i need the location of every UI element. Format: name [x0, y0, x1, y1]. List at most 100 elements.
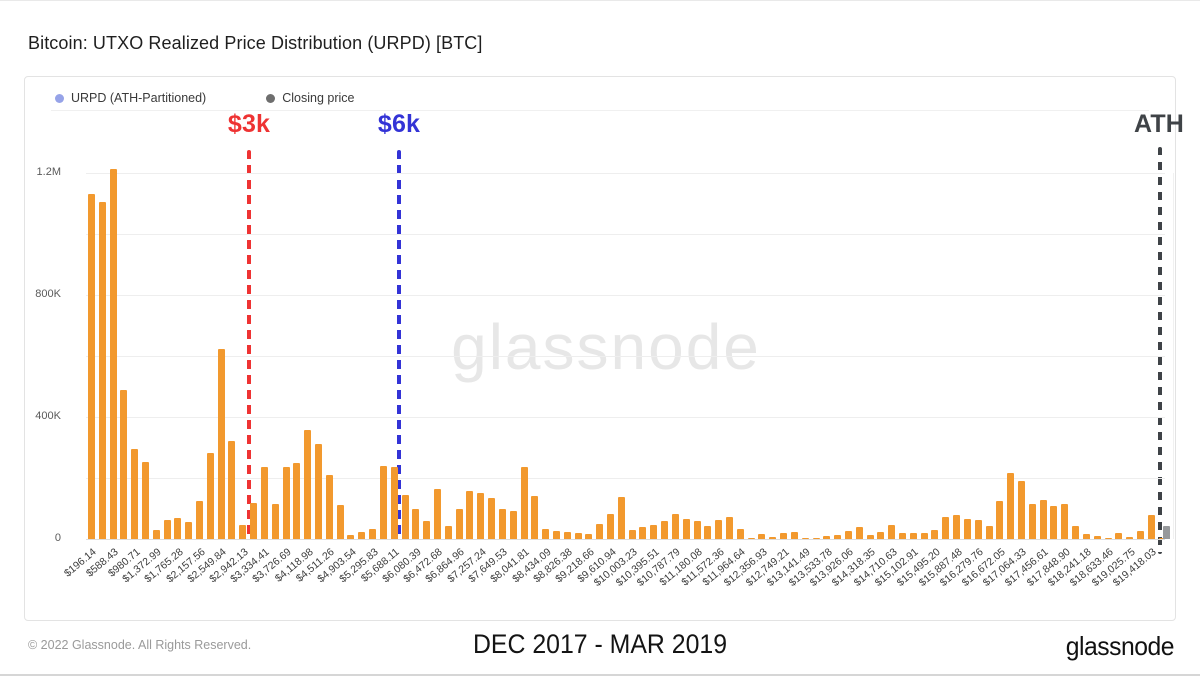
urpd-bar: [1007, 472, 1015, 539]
urpd-bar: [390, 467, 398, 539]
urpd-bar: [423, 521, 431, 539]
urpd-bar: [1050, 506, 1058, 539]
urpd-bar: [1072, 526, 1080, 539]
urpd-bar: [455, 509, 463, 539]
chart-card: URPD (ATH-Partitioned) Closing price gla…: [24, 76, 1184, 621]
glassnode-logo: glassnode: [1065, 631, 1175, 661]
urpd-bar: [206, 452, 214, 539]
urpd-bar: [1028, 503, 1036, 539]
3k-marker-line: [247, 150, 251, 539]
urpd-bar: [358, 531, 366, 539]
urpd-bar: [336, 504, 344, 539]
urpd-bar: [790, 531, 798, 539]
legend: URPD (ATH-Partitioned) Closing price: [55, 91, 354, 105]
urpd-bar: [736, 528, 744, 539]
legend-item-closing-price[interactable]: Closing price: [266, 91, 354, 105]
urpd-bar: [1061, 503, 1069, 539]
urpd-bar: [693, 521, 701, 539]
urpd-bar: [628, 530, 636, 539]
page-title: Bitcoin: UTXO Realized Price Distributio…: [28, 33, 483, 53]
urpd-bar: [498, 509, 506, 539]
urpd-bar: [347, 535, 355, 539]
urpd-bar: [163, 520, 171, 539]
urpd-bar: [607, 513, 615, 539]
urpd-bar: [1017, 481, 1025, 539]
urpd-bar: [1104, 538, 1112, 539]
urpd-bar: [239, 525, 247, 539]
legend-item-urpd[interactable]: URPD (ATH-Partitioned): [55, 91, 206, 105]
footer-copyright: © 2022 Glassnode. All Rights Reserved.: [28, 638, 252, 652]
urpd-bar: [661, 521, 669, 539]
urpd-bar: [98, 201, 106, 539]
urpd-bar: [920, 532, 928, 539]
urpd-bar: [574, 532, 582, 539]
urpd-bar: [758, 533, 766, 539]
plot-area: glassnode $3k $6k ATH 0 400K 800K 1.2M $196.…: [25, 77, 1184, 620]
urpd-bar: [444, 526, 452, 539]
urpd-bar: [1082, 533, 1090, 539]
urpd-bar: [131, 448, 139, 539]
urpd-bar: [1115, 532, 1123, 539]
urpd-bar: [1158, 538, 1166, 539]
urpd-bar: [542, 528, 550, 539]
legend-label-urpd: URPD (ATH-Partitioned): [71, 91, 207, 105]
urpd-bar: [585, 533, 593, 539]
urpd-bar: [217, 349, 225, 539]
urpd-bar: [877, 531, 885, 539]
urpd-bar: [596, 523, 604, 539]
gridline: [86, 173, 1165, 174]
urpd-bar: [725, 517, 733, 539]
urpd-bar: [250, 503, 258, 539]
6k-marker-line: [397, 150, 401, 539]
urpd-bar: [379, 466, 387, 539]
watermark: glassnode: [451, 311, 761, 383]
plot-right-border: [1173, 173, 1174, 539]
urpd-bar: [1126, 536, 1134, 539]
urpd-bar: [844, 531, 852, 539]
urpd-bar: [650, 525, 658, 539]
urpd-bar: [985, 525, 993, 539]
gridline: [86, 356, 1165, 357]
urpd-bar: [315, 444, 322, 539]
urpd-bar: [801, 537, 809, 539]
urpd-bar: [769, 536, 777, 539]
urpd-bar: [1136, 531, 1144, 539]
urpd-bar: [509, 510, 517, 539]
urpd-bar: [747, 538, 755, 539]
urpd-bar: [682, 519, 690, 539]
6k-annotation-label: $6k: [377, 110, 421, 138]
urpd-bar: [293, 462, 301, 539]
legend-label-closing-price: Closing price: [282, 91, 355, 105]
y-tick-label: 800K: [35, 288, 61, 300]
ath-annotation-label: ATH: [1133, 110, 1185, 138]
y-tick-label: 0: [54, 532, 61, 544]
urpd-bar: [704, 526, 712, 539]
urpd-bar: [401, 495, 409, 539]
urpd-bar: [953, 514, 961, 539]
urpd-bar: [563, 531, 571, 539]
urpd-bar: [488, 498, 496, 539]
urpd-bar: [87, 194, 95, 539]
urpd-bar: [1093, 536, 1101, 539]
gridline: [86, 478, 1165, 479]
urpd-bar: [899, 532, 907, 539]
footer-period: DEC 2017 - MAR 2019: [472, 629, 728, 659]
urpd-bar: [963, 519, 971, 539]
urpd-bar: [282, 467, 290, 539]
urpd-bar: [477, 492, 485, 539]
closing-price-bar: [1163, 526, 1170, 539]
urpd-bar: [715, 520, 723, 539]
gridline: [86, 295, 1165, 296]
urpd-bar: [185, 521, 193, 539]
urpd-bar: [325, 474, 333, 539]
legend-divider: [51, 110, 1149, 111]
x-axis-line: [86, 539, 1165, 540]
urpd-bar: [1039, 500, 1047, 539]
urpd-bar: [866, 534, 874, 539]
urpd-bar: [109, 169, 117, 539]
urpd-bar: [780, 532, 788, 539]
urpd-bar: [412, 508, 420, 539]
urpd-bar: [433, 489, 441, 539]
urpd-bar: [552, 531, 560, 539]
